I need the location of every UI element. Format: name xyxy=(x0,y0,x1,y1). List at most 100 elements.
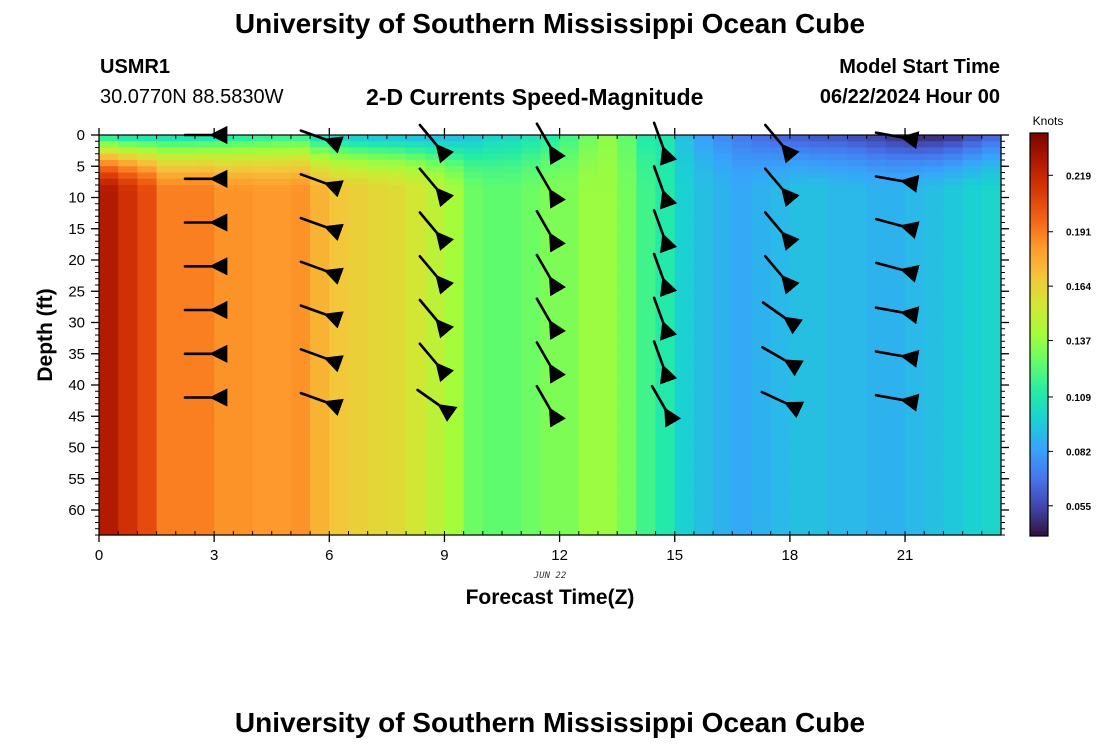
heatmap-cell xyxy=(617,197,637,205)
heatmap-cell xyxy=(597,391,618,399)
heatmap-cell xyxy=(310,147,330,155)
heatmap-cell xyxy=(137,285,158,292)
heatmap-cell xyxy=(540,203,561,211)
heatmap-cell xyxy=(521,435,541,442)
heatmap-cell xyxy=(329,241,350,249)
heatmap-cell xyxy=(751,210,772,217)
heatmap-cell xyxy=(233,497,254,505)
heatmap-cell xyxy=(732,347,753,355)
heatmap-cell xyxy=(559,291,580,299)
heatmap-cell xyxy=(828,335,849,342)
heatmap-cell xyxy=(885,347,906,355)
heatmap-cell xyxy=(137,272,158,280)
heatmap-cell xyxy=(751,347,772,355)
heatmap-cell xyxy=(924,203,945,211)
heatmap-cell xyxy=(233,310,254,317)
heatmap-cell xyxy=(156,353,177,361)
heatmap-cell xyxy=(981,316,1002,324)
heatmap-cell xyxy=(425,291,446,299)
heatmap-cell xyxy=(348,391,369,399)
heatmap-cell xyxy=(329,497,350,505)
heatmap-cell xyxy=(905,435,925,442)
heatmap-cell xyxy=(905,347,925,355)
heatmap-cell xyxy=(252,285,273,292)
heatmap-cell xyxy=(597,216,618,224)
heatmap-cell xyxy=(290,510,311,517)
heatmap-cell xyxy=(156,247,177,255)
heatmap-cell xyxy=(194,410,215,417)
heatmap-cell xyxy=(233,385,254,392)
heatmap-cell xyxy=(194,441,215,449)
heatmap-cell xyxy=(597,153,618,161)
heatmap-cell xyxy=(905,147,925,155)
heatmap-cell xyxy=(789,147,810,155)
heatmap-cell xyxy=(540,347,561,355)
heatmap-cell xyxy=(693,478,714,486)
heatmap-cell xyxy=(156,516,177,524)
heatmap-cell xyxy=(578,416,599,424)
heatmap-cell xyxy=(924,372,945,380)
heatmap-cell xyxy=(406,422,426,430)
heatmap-cell xyxy=(597,260,618,267)
heatmap-cell xyxy=(482,353,503,361)
heatmap-cell xyxy=(693,485,714,492)
heatmap-cell xyxy=(770,278,791,286)
heatmap-cell xyxy=(521,360,541,367)
x-tick-label: 0 xyxy=(95,547,103,564)
heatmap-cell xyxy=(367,460,388,467)
heatmap-cell xyxy=(329,210,350,217)
heatmap-cell xyxy=(540,266,561,274)
heatmap-cell xyxy=(732,153,753,161)
heatmap-cell xyxy=(444,478,465,486)
heatmap-cell xyxy=(406,147,426,155)
heatmap-cell xyxy=(137,397,158,405)
heatmap-cell xyxy=(597,297,618,305)
heatmap-cell xyxy=(732,260,753,267)
heatmap-cell xyxy=(137,453,158,461)
heatmap-cell xyxy=(367,510,388,517)
heatmap-cell xyxy=(597,403,618,411)
heatmap-cell xyxy=(674,147,695,155)
heatmap-cell xyxy=(194,397,215,405)
heatmap-cell xyxy=(444,453,465,461)
heatmap-cell xyxy=(233,503,254,511)
heatmap-cell xyxy=(482,460,503,467)
heatmap-cell xyxy=(348,528,369,536)
heatmap-cell xyxy=(981,278,1002,286)
heatmap-cell xyxy=(847,353,868,361)
current-vector xyxy=(299,304,344,329)
heatmap-cell xyxy=(828,491,849,499)
heatmap-cell xyxy=(809,335,829,342)
heatmap-cell xyxy=(885,403,906,411)
heatmap-cell xyxy=(118,235,138,242)
heatmap-cell xyxy=(674,228,695,236)
heatmap-cell xyxy=(713,285,733,292)
y-tick-label: 25 xyxy=(68,283,85,300)
heatmap-cell xyxy=(789,197,810,205)
heatmap-cell xyxy=(406,203,426,211)
heatmap-cell xyxy=(290,141,311,149)
heatmap-cell xyxy=(905,303,925,311)
heatmap-cell xyxy=(156,472,177,480)
heatmap-cell xyxy=(943,278,964,286)
heatmap-cell xyxy=(233,303,254,311)
heatmap-cell xyxy=(444,341,465,349)
heatmap-cell xyxy=(809,516,829,524)
heatmap-cell xyxy=(713,397,733,405)
heatmap-cell xyxy=(252,272,273,280)
heatmap-cell xyxy=(924,172,945,180)
heatmap-cell xyxy=(329,291,350,299)
heatmap-cell xyxy=(617,510,637,517)
heatmap-cell xyxy=(444,297,465,305)
current-vector xyxy=(418,342,455,383)
heatmap-cell xyxy=(156,422,177,430)
heatmap-cell xyxy=(463,160,484,167)
heatmap-cell xyxy=(693,366,714,374)
heatmap-cell xyxy=(482,335,503,342)
heatmap-cell xyxy=(118,485,138,492)
heatmap-cell xyxy=(118,403,138,411)
heatmap-cell xyxy=(329,466,350,474)
heatmap-cell xyxy=(655,310,676,317)
heatmap-cell xyxy=(905,253,925,261)
heatmap-cell xyxy=(137,385,158,392)
